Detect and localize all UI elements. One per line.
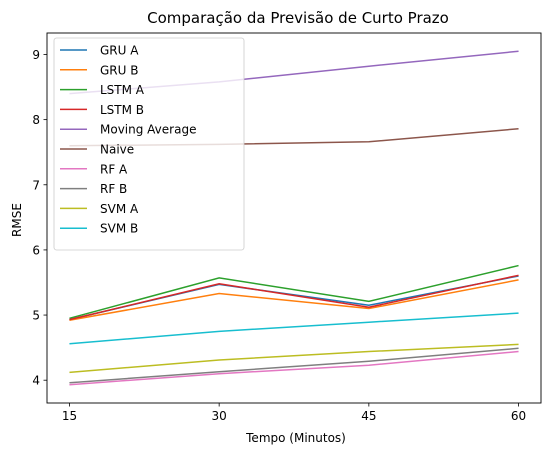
y-axis-label: RMSE bbox=[10, 203, 24, 237]
series-line-7 bbox=[69, 347, 519, 384]
x-tick-label: 60 bbox=[511, 409, 526, 423]
legend-label-4: Moving Average bbox=[100, 123, 196, 137]
legend-label-0: GRU A bbox=[100, 44, 139, 58]
y-tick-label: 9 bbox=[32, 48, 40, 62]
series-line-0 bbox=[69, 275, 519, 321]
y-tick-label: 7 bbox=[32, 178, 40, 192]
y-tick-label: 6 bbox=[32, 243, 40, 257]
legend: GRU A GRU B LSTM A LSTM B Moving Average Naiv… bbox=[53, 37, 245, 251]
legend-label-5: Naive bbox=[100, 143, 134, 157]
series-line-2 bbox=[69, 264, 519, 320]
legend-label-6: RF A bbox=[100, 162, 128, 176]
y-axis: 4 5 6 7 8 9 bbox=[32, 48, 47, 388]
x-tick-label: 45 bbox=[361, 409, 376, 423]
series-line-9 bbox=[69, 312, 519, 345]
legend-label-2: LSTM A bbox=[100, 83, 145, 97]
y-tick-label: 8 bbox=[32, 113, 40, 127]
chart-title: Comparação da Previsão de Curto Prazo bbox=[147, 9, 449, 27]
y-tick-label: 4 bbox=[32, 374, 40, 388]
x-tick-label: 15 bbox=[62, 409, 77, 423]
x-tick-label: 30 bbox=[212, 409, 227, 423]
legend-box bbox=[53, 37, 245, 251]
legend-label-3: LSTM B bbox=[100, 103, 144, 117]
x-axis-label: Tempo (Minutos) bbox=[245, 431, 346, 445]
series-line-1 bbox=[69, 279, 519, 322]
legend-label-7: RF B bbox=[100, 182, 127, 196]
legend-label-8: SVM A bbox=[100, 202, 139, 216]
y-tick-label: 5 bbox=[32, 309, 40, 323]
series-line-3 bbox=[69, 274, 519, 321]
legend-label-1: GRU B bbox=[100, 63, 138, 77]
legend-label-9: SVM B bbox=[100, 222, 138, 236]
x-axis: 15 30 45 60 bbox=[62, 403, 526, 423]
plot-frame bbox=[46, 32, 542, 404]
series-line-6 bbox=[69, 350, 519, 386]
series-line-8 bbox=[69, 343, 519, 374]
